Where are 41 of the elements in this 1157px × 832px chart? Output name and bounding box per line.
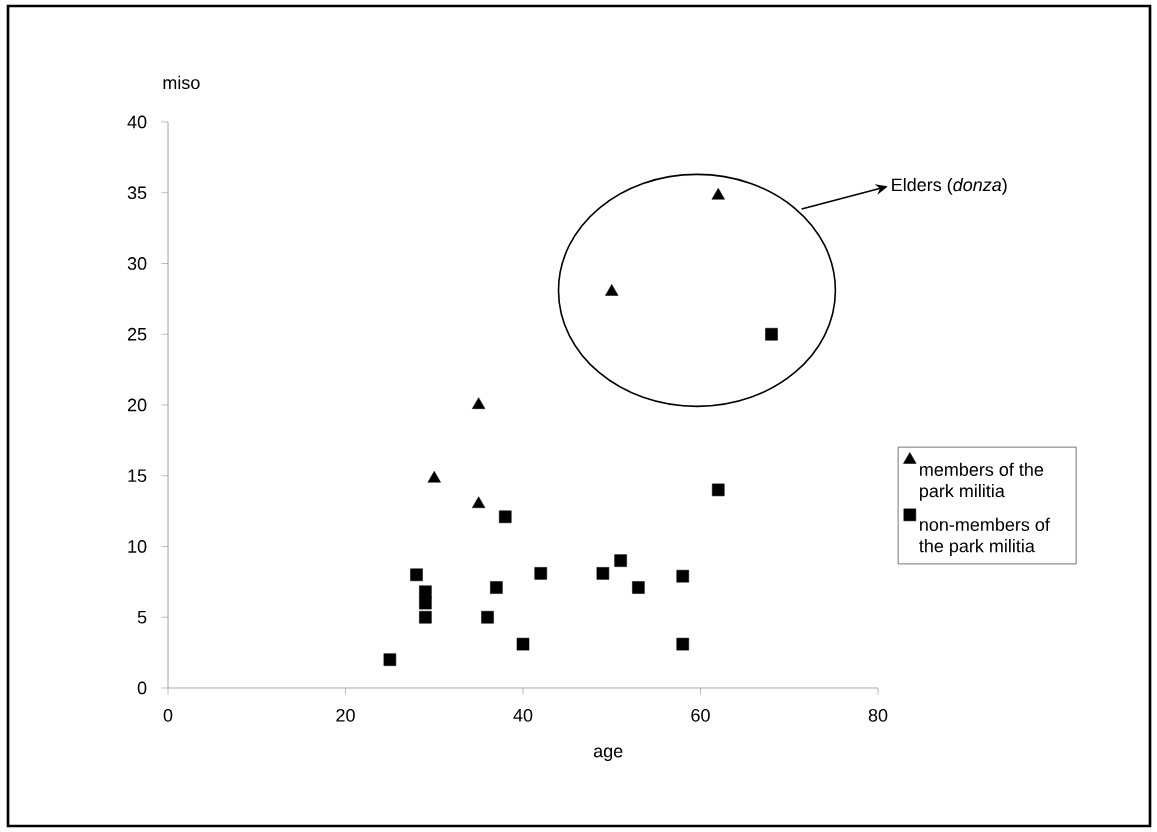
legend-label: members of the park militia [919, 462, 1044, 501]
point [711, 187, 725, 200]
y-tick-label: 25 [127, 327, 147, 341]
point [596, 567, 610, 580]
point [419, 610, 432, 624]
point [472, 496, 486, 508]
y-axis-title: miso [163, 75, 200, 90]
y-tick-label: 0 [137, 681, 147, 695]
y-tick-label: 15 [128, 469, 147, 483]
y-tick-label: 20 [127, 398, 147, 412]
point [419, 585, 432, 599]
point [765, 327, 778, 341]
point [427, 470, 441, 483]
y-tick-label: 5 [137, 610, 147, 624]
point [676, 637, 690, 651]
point [614, 554, 627, 567]
point [383, 653, 397, 666]
point [534, 567, 548, 580]
x-tick-label: 20 [336, 708, 355, 722]
y-tick-label: 10 [128, 540, 147, 553]
x-tick-label: 60 [691, 708, 710, 722]
point [711, 483, 725, 497]
text: Elders (donza) [892, 177, 1007, 195]
point [605, 284, 619, 296]
point [410, 568, 423, 582]
point [632, 581, 645, 594]
point [676, 569, 690, 583]
legend-label: non-members of the park militia [919, 517, 1050, 556]
y-tick-label: 35 [127, 186, 147, 200]
point [516, 637, 530, 651]
point [481, 610, 494, 624]
y-tick-label: 40 [127, 115, 147, 129]
point [419, 596, 432, 610]
x-tick-label: 0 [163, 708, 173, 722]
y-tick-label: 30 [127, 257, 147, 270]
point [490, 581, 503, 594]
point [472, 397, 486, 409]
point [498, 510, 512, 524]
x-tick-label: 40 [513, 708, 533, 722]
x-axis-title: age [593, 747, 623, 762]
x-tick-label: 80 [868, 708, 888, 722]
